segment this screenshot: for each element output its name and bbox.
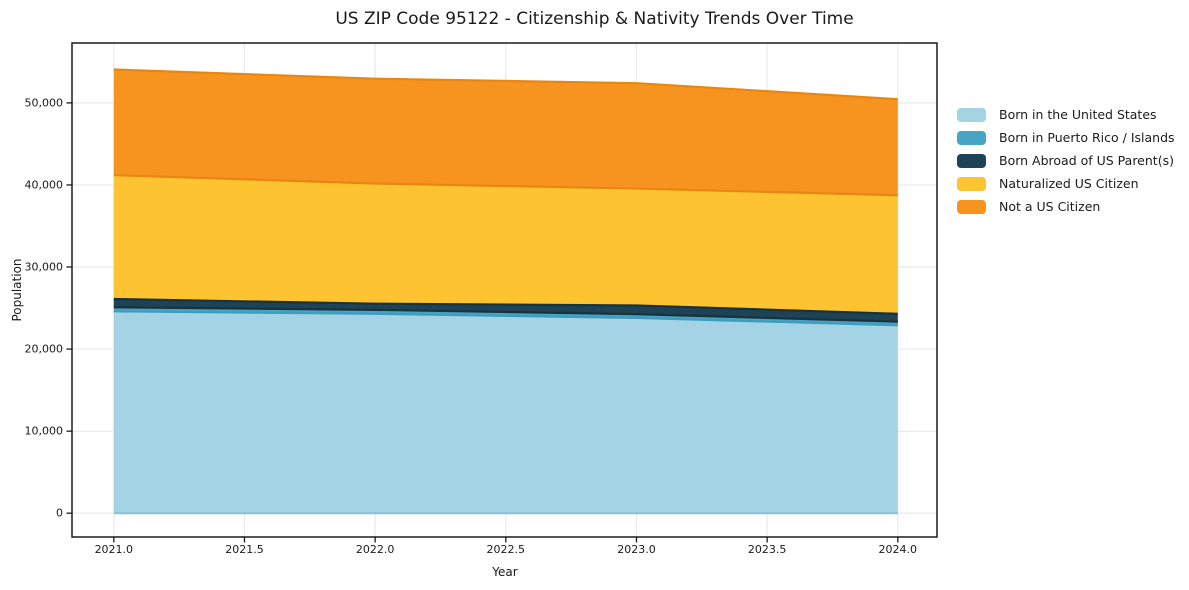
area-edge-naturalized-us-citizen — [113, 174, 898, 197]
y-tick-label: 10,000 — [24, 424, 64, 438]
area-naturalized-us-citizen — [113, 175, 898, 314]
x-tick-label: 2024.0 — [878, 543, 918, 556]
legend-item-not-a-us-citizen: Not a US Citizen — [957, 200, 1175, 214]
area-edge-born-abroad-of-us-parent-s — [113, 297, 898, 315]
legend-item-born-in-the-united-states: Born in the United States — [957, 108, 1175, 122]
area-born-in-the-united-states — [113, 311, 898, 514]
area-edge-born-in-the-united-states — [113, 310, 898, 327]
legend-swatch — [957, 177, 986, 191]
y-tick-label: 20,000 — [24, 342, 64, 356]
y-tick-label: 30,000 — [24, 260, 64, 274]
legend-item-naturalized-us-citizen: Naturalized US Citizen — [957, 177, 1175, 191]
x-tick-label: 2022.0 — [355, 543, 395, 556]
chart-title: US ZIP Code 95122 - Citizenship & Nativi… — [335, 9, 854, 29]
plot-frame — [71, 42, 938, 538]
x-axis-label: Year — [492, 565, 518, 579]
x-tick-label: 2022.5 — [486, 543, 526, 556]
legend-label: Not a US Citizen — [999, 198, 1101, 214]
legend-item-born-in-puerto-rico-islands: Born in Puerto Rico / Islands — [957, 131, 1175, 145]
legend-swatch — [957, 131, 986, 145]
x-tick-label: 2021.0 — [94, 543, 134, 556]
y-tick-label: 0 — [56, 506, 63, 520]
x-tick-label: 2021.5 — [225, 543, 264, 556]
legend-label: Born in the United States — [999, 106, 1157, 122]
area-born-in-puerto-rico-islands — [113, 307, 898, 326]
legend-item-born-abroad-of-us-parent-s: Born Abroad of US Parent(s) — [957, 154, 1175, 168]
legend-swatch — [957, 200, 986, 214]
legend: Born in the United States Born in Puerto … — [957, 108, 1175, 223]
y-tick-label: 50,000 — [24, 96, 64, 110]
x-tick-label: 2023.5 — [747, 543, 787, 556]
x-tick-label: 2023.0 — [617, 543, 656, 556]
legend-label: Naturalized US Citizen — [999, 175, 1139, 191]
legend-swatch — [957, 108, 986, 122]
y-tick-label: 40,000 — [24, 178, 64, 192]
legend-label: Born in Puerto Rico / Islands — [999, 129, 1175, 145]
legend-label: Born Abroad of US Parent(s) — [999, 152, 1174, 168]
legend-swatch — [957, 154, 986, 168]
area-not-a-us-citizen — [113, 69, 898, 196]
area-edge-born-in-puerto-rico-islands — [113, 306, 898, 323]
area-edge-not-a-us-citizen — [113, 68, 898, 101]
